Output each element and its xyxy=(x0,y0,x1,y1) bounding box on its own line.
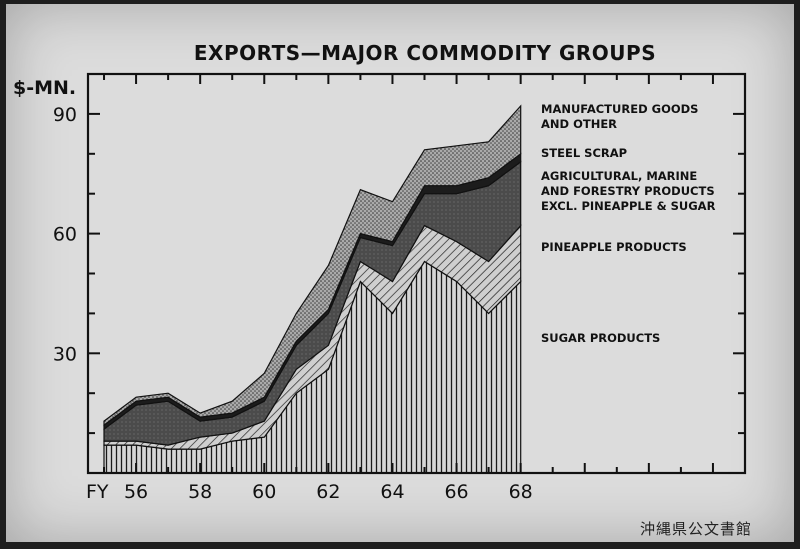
x-tick-label: 62 xyxy=(316,481,340,503)
legend-label: AND FORESTRY PRODUCTS xyxy=(541,184,715,198)
legend-label: EXCL. PINEAPPLE & SUGAR xyxy=(541,199,716,213)
legend-label: AGRICULTURAL, MARINE xyxy=(541,169,697,183)
x-tick-label: 68 xyxy=(509,481,533,503)
legend-label: STEEL SCRAP xyxy=(541,146,627,160)
legend-label: MANUFACTURED GOODS xyxy=(541,102,698,116)
x-tick-label: 58 xyxy=(188,481,212,503)
legend-label: AND OTHER xyxy=(541,117,617,131)
x-tick-label: 64 xyxy=(380,481,404,503)
y-tick-label: 90 xyxy=(53,104,77,126)
x-tick-label: 60 xyxy=(252,481,276,503)
axis-ticks: 30 60 90 56 58 60 62 64 66 68 xyxy=(53,74,745,503)
legend-label: PINEAPPLE PRODUCTS xyxy=(541,240,687,254)
y-tick-label: 30 xyxy=(53,343,77,365)
x-tick-label: 56 xyxy=(124,481,148,503)
chart-title: EXPORTS—MAJOR COMMODITY GROUPS xyxy=(194,41,656,65)
x-axis-prefix-label: FY xyxy=(86,481,109,503)
area-series-4 xyxy=(103,104,522,427)
stacked-areas xyxy=(103,104,522,474)
y-tick-label: 60 xyxy=(53,224,77,246)
y-axis-label: $-MN. xyxy=(13,77,76,99)
archive-watermark: 沖縄県公文書館 xyxy=(640,520,753,538)
legend-label: SUGAR PRODUCTS xyxy=(541,331,660,345)
x-tick-label: 66 xyxy=(444,481,468,503)
